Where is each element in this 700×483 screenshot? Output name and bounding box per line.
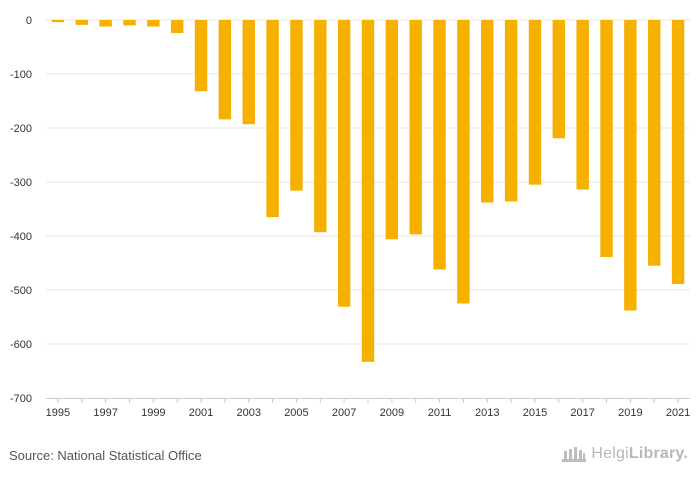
bar-1998 — [123, 20, 136, 26]
bar-2004 — [266, 20, 279, 218]
y-tick-label: -400 — [10, 231, 32, 243]
bar-2016 — [552, 20, 566, 139]
bar-1999 — [147, 20, 160, 27]
bar-2014 — [504, 20, 518, 202]
bar-1995 — [51, 20, 65, 23]
bars — [51, 20, 685, 362]
x-tick-label: 1995 — [46, 407, 70, 419]
y-axis-ticks: 0 -100 -200 -300 -400 -500 -600 -700 — [10, 15, 32, 405]
x-axis-ticks: 1995 1997 1999 2001 2003 2005 2007 2009 2011 2013… — [46, 398, 690, 419]
bar-2013 — [481, 20, 494, 203]
bar-2008 — [361, 20, 375, 362]
x-tick-label: 2001 — [189, 407, 213, 419]
footer: Source: National Statistical Office Helg… — [0, 440, 700, 483]
bar-2002 — [218, 20, 232, 120]
y-tick-label: -500 — [10, 285, 32, 297]
y-tick-label: -700 — [10, 393, 32, 405]
bar-2001 — [194, 20, 208, 92]
logo-text-helgi: Helgi — [591, 445, 629, 462]
bar-2021 — [671, 20, 685, 285]
bar-2018 — [600, 20, 613, 258]
bar-2005 — [290, 20, 303, 191]
x-tick-label: 1999 — [141, 407, 165, 419]
x-tick-label: 2019 — [618, 407, 642, 419]
y-tick-label: 0 — [26, 15, 32, 27]
x-tick-label: 2003 — [236, 407, 260, 419]
bar-1996 — [75, 20, 88, 25]
bar-2003 — [242, 20, 255, 125]
helgi-library-logo[interactable]: HelgiLibrary. — [561, 445, 688, 463]
y-tick-label: -100 — [10, 69, 32, 81]
bar-2017 — [576, 20, 589, 190]
x-tick-label: 2017 — [570, 407, 594, 419]
bar-2020 — [648, 20, 661, 266]
bar-2010 — [409, 20, 422, 235]
x-tick-label: 2005 — [284, 407, 308, 419]
x-tick-label: 1997 — [93, 407, 117, 419]
y-tick-label: -300 — [10, 177, 32, 189]
bar-2019 — [624, 20, 637, 311]
chart: 0 -100 -200 -300 -400 -500 -600 -700 1995 1997 19… — [10, 15, 690, 419]
bar-2015 — [528, 20, 542, 185]
y-tick-label: -600 — [10, 339, 32, 351]
bar-2012 — [457, 20, 470, 304]
x-tick-label: 2009 — [380, 407, 404, 419]
x-tick-label: 2015 — [523, 407, 547, 419]
bar-chart: 0-100-200-300-400-500-600-700 1995 1997 19… — [10, 15, 690, 419]
logo-text-library: Library. — [628, 445, 688, 462]
x-tick-label: 2007 — [332, 407, 356, 419]
library-building-icon — [562, 447, 587, 462]
bar-2007 — [337, 20, 351, 307]
bar-2011 — [433, 20, 446, 270]
source-note: Source: National Statistical Office — [9, 448, 202, 463]
bar-2009 — [385, 20, 399, 240]
bar-2000 — [170, 20, 184, 33]
x-tick-label: 2013 — [475, 407, 499, 419]
y-tick-label: -200 — [10, 123, 32, 135]
x-tick-label: 2011 — [428, 407, 452, 419]
bar-2006 — [314, 20, 327, 233]
bar-1997 — [99, 20, 112, 27]
x-tick-label: 2021 — [666, 407, 690, 419]
